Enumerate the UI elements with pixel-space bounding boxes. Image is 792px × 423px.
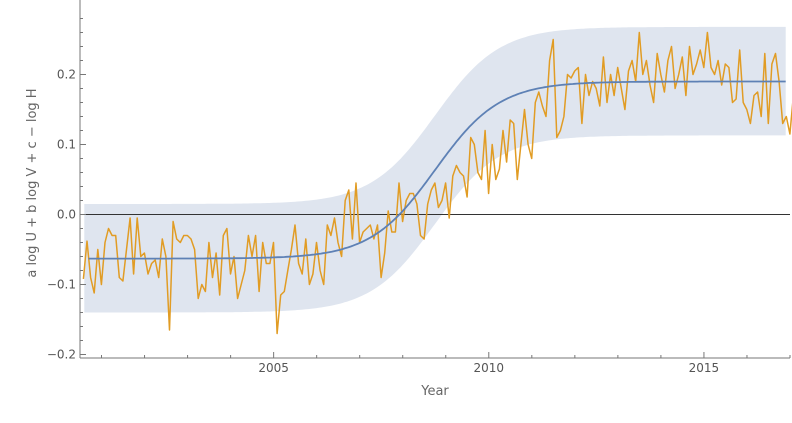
y-tick-label: −0.2 <box>47 348 76 362</box>
x-tick-label: 2010 <box>474 361 505 375</box>
series-observed-line <box>82 31 792 335</box>
series-fit-line <box>88 80 786 260</box>
x-tick-label: 2015 <box>689 361 720 375</box>
x-ticks: 2005 2010 2015 <box>101 352 791 375</box>
y-tick-label: 0.1 <box>57 138 76 152</box>
y-tick-label: 0.2 <box>57 68 76 82</box>
x-axis-title: Year <box>420 384 449 399</box>
y-axis-title: a log U + b log V + c − log H <box>25 88 40 277</box>
y-tick-label: 0.0 <box>57 208 76 222</box>
y-ticks: −0.2 −0.1 0.0 0.1 0.2 <box>47 18 86 362</box>
y-tick-label: −0.1 <box>47 278 76 292</box>
x-tick-label: 2005 <box>258 361 289 375</box>
